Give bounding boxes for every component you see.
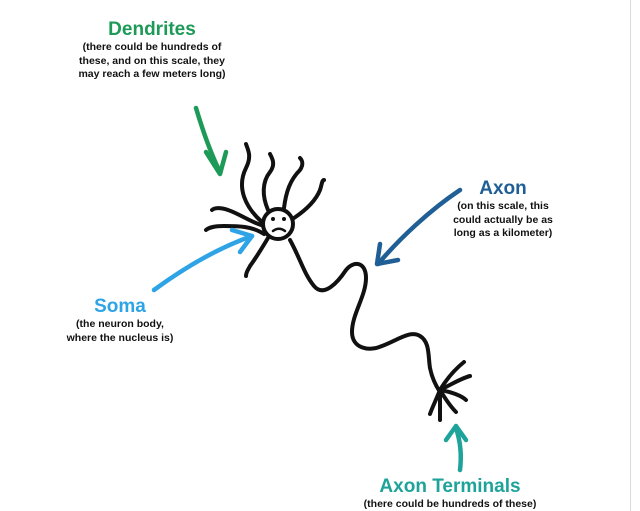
terminals-arrow [443, 423, 469, 473]
dendrite [282, 156, 305, 210]
dendrite [240, 142, 264, 224]
dendrites-note-line: (there could be hundreds of [82, 41, 222, 53]
axon-terminal [438, 388, 468, 402]
right-edge-divider [630, 0, 631, 511]
soma-title: Soma [94, 296, 146, 317]
axon-note-line: could actually be as [453, 213, 553, 226]
axon-title: Axon [479, 178, 527, 199]
soma-arrow [151, 227, 255, 293]
axon-note-line: (on this scale, this [457, 200, 549, 212]
soma-note-line: (the neuron body, [76, 318, 164, 330]
axon-label: Axon (on this scale, this could actually… [438, 178, 568, 241]
axon-terminals-label: Axon Terminals (there could be hundreds … [330, 476, 570, 511]
soma-eye [282, 217, 286, 221]
dendrite [261, 152, 276, 212]
soma-mouth [271, 227, 287, 233]
dendrite [292, 178, 326, 220]
soma-eye [271, 217, 275, 221]
soma-label: Soma (the neuron body, where the nucleus… [48, 296, 192, 345]
dendrites-note-line: these, and on this scale, they [79, 54, 225, 67]
axon-terminals-note-line: (there could be hundreds of these) [363, 498, 537, 510]
axon-note-line: long as a kilometer) [453, 227, 553, 239]
axon-terminals-title: Axon Terminals [379, 476, 521, 497]
dendrites-note-line: may reach a few meters long) [78, 68, 226, 80]
dendrite [210, 206, 266, 228]
axon-fiber [288, 238, 442, 394]
axon-arrow [374, 187, 463, 267]
dendrites-label: Dendrites (there could be hundreds of th… [52, 19, 252, 82]
soma-cell-body [261, 207, 295, 241]
dendrite [244, 236, 270, 278]
dendrites-arrow [193, 105, 229, 177]
soma-note-line: where the nucleus is) [66, 331, 174, 344]
dendrite [204, 224, 266, 236]
dendrites-title: Dendrites [108, 19, 196, 40]
